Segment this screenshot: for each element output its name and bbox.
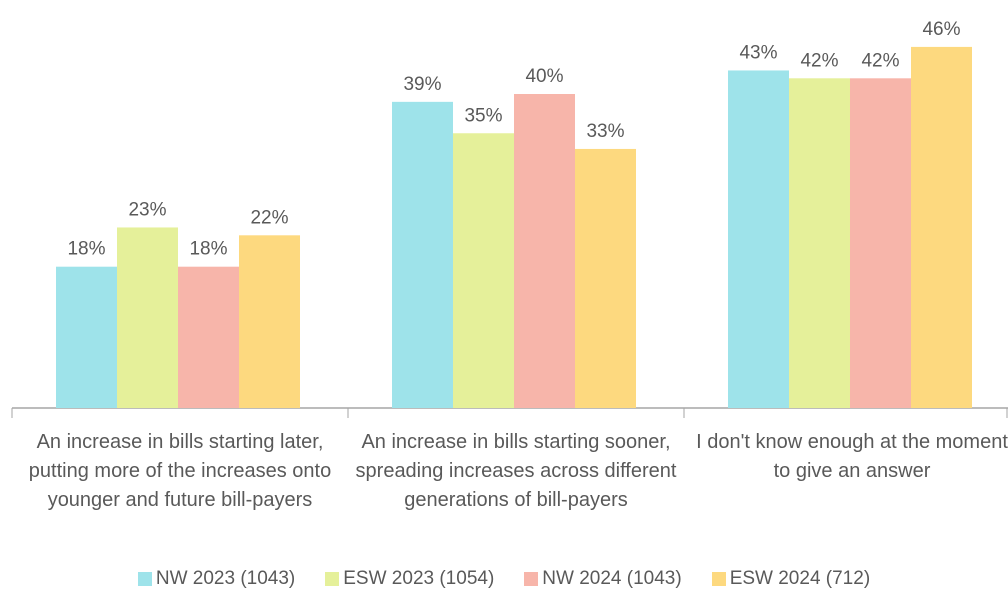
- category-label: I don't know enough at the moment to giv…: [696, 431, 1008, 482]
- legend-item: ESW 2023 (1054): [325, 568, 494, 590]
- bar: [728, 70, 789, 408]
- legend-label: NW 2024 (1043): [542, 568, 682, 589]
- value-label: 18%: [67, 239, 105, 260]
- legend-swatch: [524, 572, 539, 586]
- legend-swatch: [711, 572, 726, 586]
- value-label: 23%: [128, 199, 166, 220]
- bar: [850, 78, 911, 409]
- value-label: 43%: [739, 42, 777, 63]
- value-label: 18%: [189, 239, 227, 260]
- value-label: 22%: [250, 207, 288, 228]
- legend-swatch: [325, 572, 340, 586]
- value-label: 42%: [800, 50, 838, 71]
- value-label: 40%: [525, 66, 563, 87]
- bar: [117, 227, 178, 408]
- legend-label: ESW 2023 (1054): [343, 568, 495, 589]
- bar: [453, 133, 514, 408]
- value-label: 39%: [403, 74, 441, 95]
- legend-item: NW 2024 (1043): [524, 568, 682, 590]
- legend-label: ESW 2024 (712): [729, 568, 871, 589]
- legend: NW 2023 (1043) ESW 2023 (1054) NW 2024 (10…: [0, 568, 1008, 590]
- legend-label: NW 2023 (1043): [155, 568, 296, 589]
- bar: [911, 46, 972, 409]
- bar: [392, 101, 453, 408]
- value-label: 35%: [464, 105, 502, 126]
- bar: [789, 78, 850, 409]
- bar: [575, 148, 636, 408]
- legend-item: ESW 2024 (712): [711, 568, 871, 590]
- value-label: 42%: [861, 50, 899, 71]
- bar: [178, 266, 239, 408]
- legend-swatch: [137, 572, 152, 586]
- legend-item: NW 2023 (1043): [137, 568, 296, 590]
- bar: [514, 94, 575, 408]
- category-label: An increase in bills starting sooner, sp…: [355, 431, 677, 511]
- bar: [239, 235, 300, 408]
- value-label: 46%: [922, 19, 960, 40]
- category-label: An increase in bills starting later, put…: [28, 431, 332, 511]
- bar: [56, 266, 117, 408]
- value-label: 33%: [586, 121, 624, 142]
